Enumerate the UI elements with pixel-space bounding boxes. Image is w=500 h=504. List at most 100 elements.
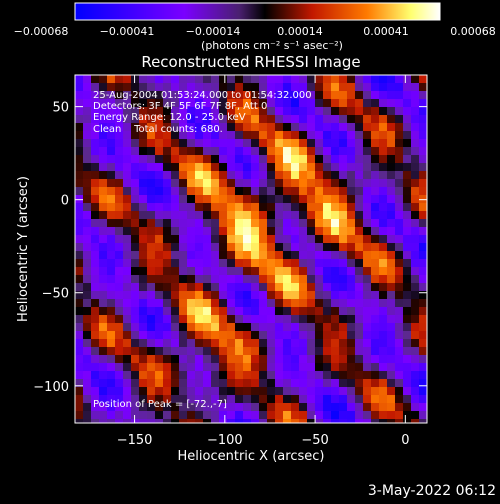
heatmap-cell	[211, 171, 219, 179]
heatmap-cell	[275, 243, 283, 251]
heatmap-cell	[163, 299, 171, 307]
heatmap-cell	[411, 411, 419, 419]
heatmap-cell	[403, 83, 411, 91]
heatmap-cell	[155, 411, 163, 419]
heatmap-cell	[251, 395, 259, 403]
heatmap-cell	[235, 395, 243, 403]
heatmap-cell	[299, 387, 307, 395]
heatmap-cell	[387, 107, 395, 115]
heatmap-cell	[179, 179, 187, 187]
heatmap-cell	[243, 227, 251, 235]
heatmap-cell	[211, 331, 219, 339]
heatmap-cell	[123, 379, 131, 387]
heatmap-cell	[419, 155, 427, 163]
heatmap-cell	[139, 403, 147, 411]
colorbar-tick-label: −0.00068	[14, 25, 69, 38]
heatmap-cell	[371, 315, 379, 323]
heatmap-cell	[131, 235, 139, 243]
heatmap-cell	[291, 411, 299, 419]
heatmap-cell	[419, 267, 427, 275]
heatmap-cell	[163, 267, 171, 275]
heatmap-cell	[371, 283, 379, 291]
heatmap-cell	[147, 371, 155, 379]
heatmap-cell	[203, 419, 211, 423]
heatmap-cell	[411, 307, 419, 315]
heatmap-cell	[163, 347, 171, 355]
heatmap-cell	[387, 315, 395, 323]
heatmap-cell	[227, 387, 235, 395]
heatmap-cell	[131, 299, 139, 307]
heatmap-cell	[131, 99, 139, 107]
heatmap-cell	[235, 259, 243, 267]
heatmap-cell	[91, 243, 99, 251]
heatmap-cell	[99, 419, 107, 423]
heatmap-cell	[203, 195, 211, 203]
heatmap-cell	[291, 211, 299, 219]
heatmap-cell	[363, 99, 371, 107]
heatmap-cell	[123, 227, 131, 235]
heatmap-cell	[235, 171, 243, 179]
heatmap-cell	[187, 227, 195, 235]
heatmap-cell	[155, 123, 163, 131]
heatmap-cell	[331, 203, 339, 211]
heatmap-cell	[347, 99, 355, 107]
heatmap-cell	[323, 251, 331, 259]
heatmap-cell	[195, 395, 203, 403]
heatmap-cell	[307, 99, 315, 107]
heatmap-cell	[115, 195, 123, 203]
heatmap-cell	[243, 187, 251, 195]
heatmap-cell	[315, 227, 323, 235]
heatmap-cell	[363, 347, 371, 355]
heatmap-cell	[355, 203, 363, 211]
heatmap-cell	[99, 211, 107, 219]
heatmap-cell	[163, 171, 171, 179]
heatmap-cell	[235, 179, 243, 187]
heatmap-cell	[331, 331, 339, 339]
heatmap-cell	[275, 323, 283, 331]
heatmap-cell	[299, 363, 307, 371]
heatmap-cell	[315, 339, 323, 347]
heatmap-cell	[163, 291, 171, 299]
heatmap-cell	[99, 363, 107, 371]
heatmap-cell	[355, 219, 363, 227]
heatmap-cell	[395, 115, 403, 123]
heatmap-cell	[371, 307, 379, 315]
heatmap-cell	[147, 99, 155, 107]
heatmap-cell	[235, 235, 243, 243]
heatmap-cell	[331, 283, 339, 291]
heatmap-cell	[235, 283, 243, 291]
heatmap-cell	[259, 179, 267, 187]
heatmap-cell	[131, 179, 139, 187]
heatmap-cell	[75, 283, 83, 291]
heatmap-cell	[251, 187, 259, 195]
heatmap-cell	[227, 395, 235, 403]
heatmap-cell	[219, 227, 227, 235]
heatmap-cell	[395, 363, 403, 371]
heatmap-cell	[403, 171, 411, 179]
heatmap-cell	[195, 275, 203, 283]
heatmap-cell	[107, 139, 115, 147]
heatmap-cell	[195, 187, 203, 195]
heatmap-cell	[83, 195, 91, 203]
heatmap-cell	[203, 371, 211, 379]
heatmap-cell	[275, 355, 283, 363]
heatmap-cell	[123, 315, 131, 323]
heatmap-cell	[347, 259, 355, 267]
heatmap-cell	[291, 163, 299, 171]
heatmap-cell	[299, 83, 307, 91]
heatmap-cell	[323, 219, 331, 227]
heatmap-cell	[363, 331, 371, 339]
heatmap-cell	[139, 363, 147, 371]
heatmap-cell	[283, 403, 291, 411]
heatmap-cell	[123, 259, 131, 267]
heatmap-cell	[219, 171, 227, 179]
heatmap-cell	[355, 251, 363, 259]
heatmap-cell	[275, 99, 283, 107]
heatmap-cell	[267, 179, 275, 187]
heatmap-cell	[323, 371, 331, 379]
heatmap-cell	[419, 131, 427, 139]
heatmap-cell	[179, 171, 187, 179]
heatmap-cell	[139, 163, 147, 171]
heatmap-cell	[419, 347, 427, 355]
heatmap-cell	[195, 131, 203, 139]
